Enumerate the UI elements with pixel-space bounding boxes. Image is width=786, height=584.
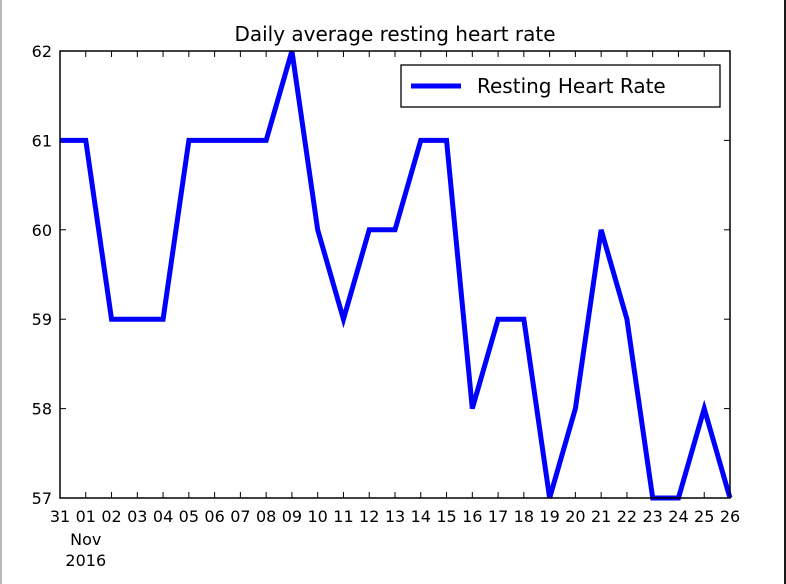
axis-ticks [59, 50, 731, 499]
x-tick-label: 20 [565, 507, 585, 526]
x-tick-label: 11 [333, 507, 353, 526]
data-point [394, 228, 397, 231]
x-tick-label: 18 [514, 507, 534, 526]
x-tick-label: 13 [385, 507, 405, 526]
y-tick-label: 62 [32, 42, 52, 61]
legend-label: Resting Heart Rate [477, 74, 666, 98]
data-point [213, 139, 216, 142]
series-points [59, 50, 732, 500]
data-point [471, 407, 474, 410]
data-point [445, 139, 448, 142]
data-point [419, 139, 422, 142]
x-tick-label: 25 [694, 507, 714, 526]
y-tick-label: 61 [32, 131, 52, 150]
x-sublabel: 2016 [65, 551, 106, 570]
data-point [110, 318, 113, 321]
x-tick-label: 05 [179, 507, 199, 526]
data-point [316, 228, 319, 231]
data-point [239, 139, 242, 142]
data-point [187, 139, 190, 142]
plot-area-border [59, 50, 731, 499]
data-point [84, 139, 87, 142]
x-tick-label: 14 [411, 507, 431, 526]
data-point [703, 407, 706, 410]
x-tick-label: 19 [539, 507, 559, 526]
data-point [368, 228, 371, 231]
x-tick-label: 15 [436, 507, 456, 526]
series-line-resting-heart-rate [60, 50, 733, 501]
x-tick-label: 12 [359, 507, 379, 526]
x-tick-label: 01 [76, 507, 96, 526]
x-tick-label: 08 [256, 507, 276, 526]
y-tick-label: 59 [32, 310, 52, 329]
x-tick-label: 21 [591, 507, 611, 526]
x-tick-label: 02 [101, 507, 121, 526]
data-point [522, 318, 525, 321]
x-tick-label: 03 [127, 507, 147, 526]
x-axis-sublabels: Nov 2016 [65, 530, 106, 570]
x-tick-label: 31 [50, 507, 70, 526]
x-tick-label: 06 [204, 507, 224, 526]
data-point [574, 407, 577, 410]
x-tick-label: 10 [308, 507, 328, 526]
x-tick-label: 04 [153, 507, 173, 526]
y-tick-label: 58 [32, 400, 52, 419]
legend: Resting Heart Rate [400, 64, 721, 108]
data-point [625, 318, 628, 321]
x-tick-label: 17 [488, 507, 508, 526]
x-tick-label: 23 [643, 507, 663, 526]
x-tick-label: 16 [462, 507, 482, 526]
x-tick-label: 07 [230, 507, 250, 526]
y-tick-label: 60 [32, 221, 52, 240]
data-point [136, 318, 139, 321]
axis-tick-labels: 31 01 02 03 04 05 06 07 08 09 10 11 12 13 14 15 16 17 18 19… [32, 42, 741, 526]
data-point [342, 318, 345, 321]
data-point [162, 318, 165, 321]
chart-title: Daily average resting heart rate [234, 22, 555, 46]
x-tick-label: 26 [720, 507, 740, 526]
data-point [265, 139, 268, 142]
y-tick-label: 57 [32, 489, 52, 508]
x-sublabel: Nov [70, 530, 101, 549]
x-tick-label: 22 [617, 507, 637, 526]
x-tick-label: 24 [668, 507, 688, 526]
x-tick-label: 09 [282, 507, 302, 526]
data-point [600, 228, 603, 231]
data-point [497, 318, 500, 321]
